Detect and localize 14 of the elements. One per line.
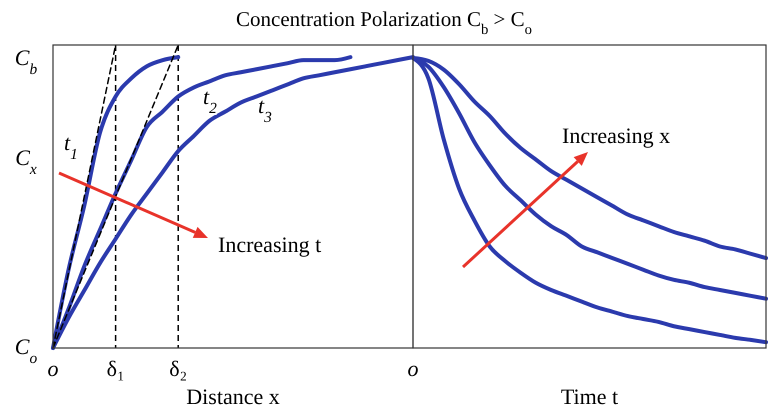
chart-title: Concentration Polarization C$_{b}$ > C$_{o}$ — [236, 7, 532, 38]
text: C$_{b}$ — [14, 45, 38, 78]
x-axis-title: Distance x — [186, 384, 280, 409]
series-label: t$_{2}$ — [203, 84, 218, 116]
annotation: Increasing t — [218, 232, 322, 257]
series-label: t$_{3}$ — [258, 93, 272, 126]
annotation: Increasing x — [562, 123, 670, 148]
text: C$_{o}$ — [14, 334, 38, 366]
series-label: t$_{1}$ — [64, 130, 78, 162]
x-axis-title: Time t — [560, 384, 618, 409]
x-tick-label: δ₂ — [169, 356, 188, 381]
x-tick-label: δ₁ — [106, 356, 125, 381]
x-tick-label: o — [48, 356, 58, 381]
text: C$_{x}$ — [15, 145, 37, 178]
